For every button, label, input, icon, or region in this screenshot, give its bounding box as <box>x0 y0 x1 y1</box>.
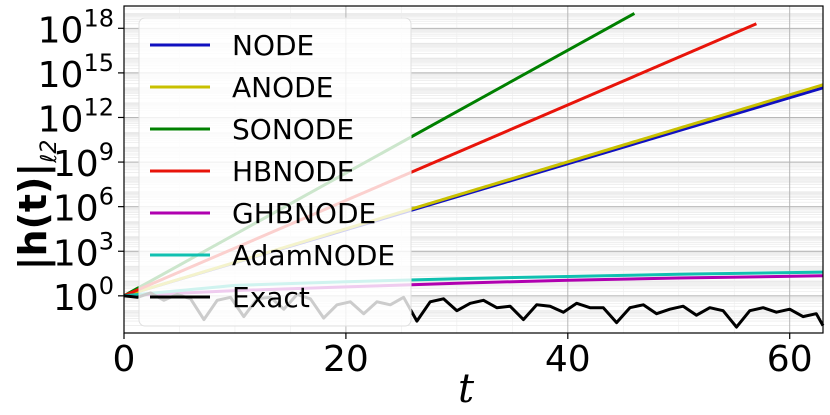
y-tick-label: 103 <box>53 227 114 274</box>
y-tick-label: 109 <box>53 138 114 185</box>
x-tick-label: 20 <box>323 339 369 380</box>
y-axis-label: |h(t)|ℓ2 <box>11 140 62 271</box>
y-tick-label: 106 <box>53 183 114 230</box>
plot-frame <box>123 5 824 334</box>
legend-label: AdamNODE <box>232 239 395 272</box>
legend-label: GHBNODE <box>232 197 376 230</box>
legend-label: SONODE <box>232 113 354 146</box>
x-tick-label: 0 <box>113 339 136 380</box>
legend-entry-anode: ANODE <box>150 71 333 104</box>
legend-entry-hbnode: HBNODE <box>150 155 355 188</box>
legend-label: ANODE <box>232 71 333 104</box>
legend-label: Exact <box>232 281 310 314</box>
x-axis-label: t <box>458 366 475 412</box>
legend-label: NODE <box>232 29 314 62</box>
y-axis-label-subscript: ℓ2 <box>37 140 62 164</box>
y-tick-label: 1012 <box>38 93 114 140</box>
legend-entry-adamnode: AdamNODE <box>150 239 395 272</box>
legend-entry-sonode: SONODE <box>150 113 354 146</box>
y-tick-label: 1018 <box>38 4 114 51</box>
x-tick-label: 40 <box>545 339 591 380</box>
legend-label: HBNODE <box>232 155 355 188</box>
x-tick-label: 60 <box>767 339 813 380</box>
svg-text:|h(t)|ℓ2: |h(t)|ℓ2 <box>11 140 62 271</box>
y-tick-label: 1015 <box>38 49 114 96</box>
x-axis-ticks: 0 20 40 60 <box>113 333 813 380</box>
legend: NODE ANODE SONODE HBNODE GHBNODE AdamNODE Exac… <box>138 17 412 327</box>
legend-entry-exact: Exact <box>150 281 310 314</box>
y-tick-label: 100 <box>53 272 114 319</box>
legend-entry-ghbnode: GHBNODE <box>150 197 376 230</box>
y-axis-label-main: |h(t)| <box>11 163 56 271</box>
legend-entry-node: NODE <box>150 29 314 62</box>
legend-box <box>138 17 412 327</box>
